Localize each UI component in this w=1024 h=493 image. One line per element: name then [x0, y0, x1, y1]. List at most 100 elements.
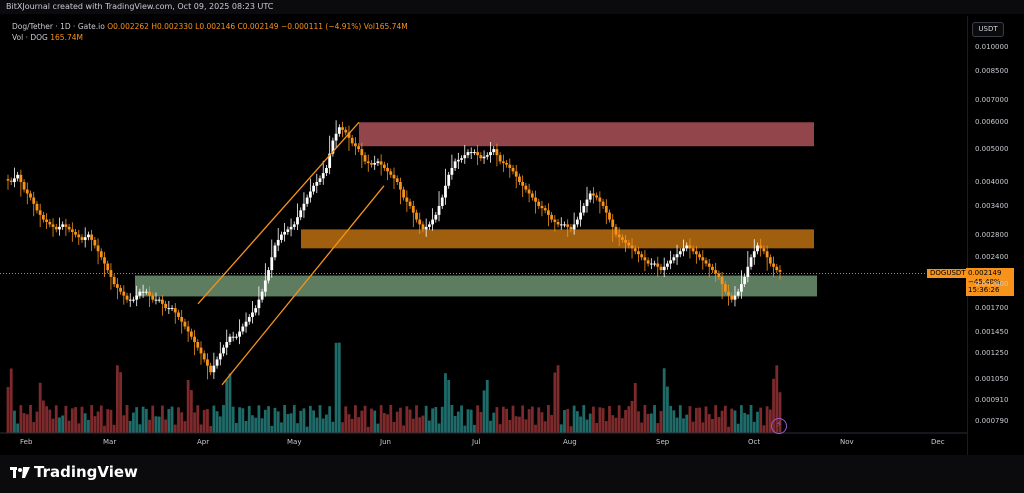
candle-body — [38, 210, 42, 215]
candle-body — [16, 174, 20, 179]
candle-body — [90, 234, 94, 240]
candle-body — [177, 312, 180, 318]
candle-body — [254, 308, 258, 313]
volume-bar — [572, 405, 576, 433]
volume-bar — [360, 410, 364, 433]
x-tick-label: Sep — [656, 438, 670, 446]
volume-bar — [292, 405, 296, 433]
volume-bar — [305, 426, 309, 433]
candle-body — [25, 189, 29, 194]
candle-body — [592, 193, 595, 196]
volume-bar — [492, 412, 496, 433]
candle-body — [325, 167, 328, 174]
volume-bar — [437, 423, 441, 433]
price-tag: 0.002149 −45.48% 15:36:26 — [966, 268, 1014, 296]
volume-bar — [505, 408, 508, 433]
tradingview-brand[interactable]: TradingView — [34, 463, 138, 481]
candle-body — [627, 242, 631, 246]
candle-body — [514, 171, 518, 177]
candle-body — [122, 291, 126, 296]
volume-bar — [173, 424, 177, 433]
candle-body — [424, 226, 428, 230]
candle-body — [756, 245, 759, 252]
volume-bar — [476, 405, 480, 433]
candle-body — [260, 291, 264, 300]
price-tag-countdown: 15:36:26 — [968, 286, 1000, 294]
candle-body — [575, 219, 579, 225]
volume-bar — [553, 372, 557, 433]
candle-body — [624, 239, 627, 243]
candle-body — [286, 229, 290, 232]
candle-body — [299, 210, 303, 218]
volume-bar — [608, 405, 611, 433]
volume-bar — [125, 405, 129, 433]
volume-bar — [283, 405, 287, 433]
volume-bar — [244, 420, 248, 433]
volume-bar — [727, 426, 730, 433]
candle-body — [276, 239, 280, 246]
watermark-text: BitXJournal created with TradingView.com… — [6, 2, 274, 11]
candle-body — [530, 193, 534, 198]
volume-bar — [656, 423, 660, 433]
candle-body — [431, 219, 434, 225]
volume-bar — [325, 414, 328, 433]
volume-bar — [524, 419, 528, 433]
candle-body — [563, 224, 566, 226]
price-tag-price: 0.002149 — [968, 269, 1002, 277]
volume-bar — [128, 420, 132, 433]
volume-bar — [733, 410, 737, 433]
volume-bar — [482, 390, 486, 433]
candle-body — [206, 359, 209, 366]
candle-body — [489, 152, 492, 156]
candle-body — [694, 251, 698, 255]
volume-bar — [177, 407, 180, 433]
volume-bar — [537, 407, 541, 433]
volume-bar — [736, 423, 740, 433]
volume-bar — [530, 406, 534, 433]
volume-bar — [630, 400, 634, 433]
y-tick-label: 0.001700 — [975, 304, 1009, 313]
tradingview-logo-icon — [10, 467, 30, 478]
volume-bar — [74, 407, 77, 433]
legend-symbol[interactable]: Dog/Tether · 1D · Gate.io — [12, 22, 105, 31]
price-chart[interactable] — [0, 0, 967, 455]
volume-bar — [373, 410, 377, 433]
candle-body — [450, 167, 454, 175]
volume-bar — [701, 422, 705, 433]
candle-body — [408, 201, 412, 206]
candle-body — [244, 321, 248, 327]
volume-bar — [511, 405, 515, 433]
candle-body — [411, 205, 415, 213]
candle-body — [344, 129, 348, 133]
volume-bar — [19, 405, 23, 433]
volume-bar — [386, 414, 389, 433]
volume-bar — [720, 410, 724, 433]
volume-bar — [624, 409, 627, 433]
volume-bar — [93, 416, 97, 433]
candle-body — [556, 221, 560, 225]
volume-bar — [756, 411, 759, 433]
candle-body — [328, 153, 332, 168]
vol-label[interactable]: Vol · DOG — [12, 33, 48, 42]
volume-bar — [61, 415, 65, 433]
volume-bar — [64, 405, 68, 433]
x-tick-label: Jun — [380, 438, 391, 446]
candle-body — [495, 149, 499, 156]
candle-body — [231, 336, 235, 338]
currency-button[interactable]: USDT — [972, 22, 1004, 37]
volume-bar — [431, 408, 434, 433]
volume-bar — [99, 405, 103, 433]
volume-bar — [717, 417, 721, 433]
lightning-icon[interactable]: ⚡ — [771, 418, 787, 434]
candle-body — [749, 257, 753, 267]
candle-body — [395, 178, 399, 183]
candle-body — [357, 146, 361, 150]
candle-body — [103, 257, 106, 264]
candle-body — [778, 270, 782, 272]
volume-bar — [29, 405, 32, 433]
volume-bar — [598, 407, 602, 433]
volume-bar — [711, 418, 714, 433]
candle-body — [682, 248, 685, 252]
volume-bar — [106, 409, 110, 433]
price-axis[interactable] — [967, 16, 1024, 456]
